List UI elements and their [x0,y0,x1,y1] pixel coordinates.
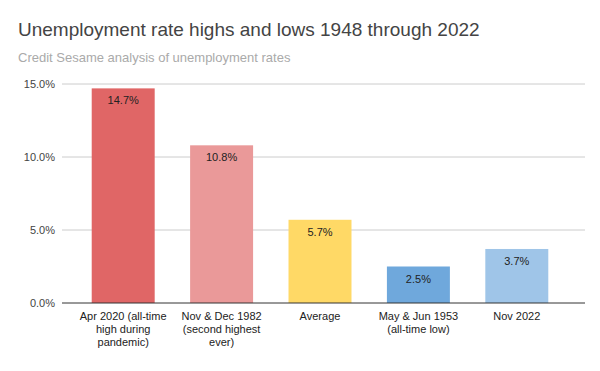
x-tick-label-line: high during [96,323,150,335]
background [0,0,600,371]
data-label: 3.7% [504,255,529,267]
x-tick-label: Apr 2020 (all-timehigh duringpandemic) [80,310,167,348]
y-tick-label: 5.0% [30,224,55,236]
x-tick-label-line: Nov 2022 [493,310,540,322]
x-tick-label: May & Jun 1953(all-time low) [379,310,459,335]
y-tick-label: 10.0% [24,151,55,163]
grid-line [62,84,585,85]
x-tick-label-line: Nov & Dec 1982 [182,310,262,322]
x-tick-label-line: May & Jun 1953 [379,310,459,322]
y-tick-label: 15.0% [24,78,55,90]
data-label: 5.7% [307,226,332,238]
x-axis-line [62,303,585,304]
data-label: 2.5% [406,273,431,285]
bar [289,220,352,303]
x-tick-label-line: Average [300,310,341,322]
data-label: 14.7% [108,94,139,106]
bar [485,249,548,303]
title: Unemployment rate highs and lows 1948 th… [18,19,480,40]
x-tick-label: Average [300,310,341,322]
y-tick-label: 0.0% [30,297,55,309]
x-tick-label: Nov 2022 [493,310,540,322]
x-tick-label: Nov & Dec 1982(second highestever) [182,310,262,348]
bar [387,267,450,304]
x-tick-label-line: (second highest [183,323,261,335]
x-tick-label-line: pandemic) [98,336,149,348]
bar [92,88,155,303]
x-tick-label-line: ever) [209,336,234,348]
chart: Unemployment rate highs and lows 1948 th… [0,0,600,371]
subtitle: Credit Sesame analysis of unemployment r… [18,50,291,65]
bar [190,145,253,303]
bars [92,88,549,303]
x-tick-label-line: (all-time low) [387,323,449,335]
x-tick-label-line: Apr 2020 (all-time [80,310,167,322]
data-label: 10.8% [206,151,237,163]
